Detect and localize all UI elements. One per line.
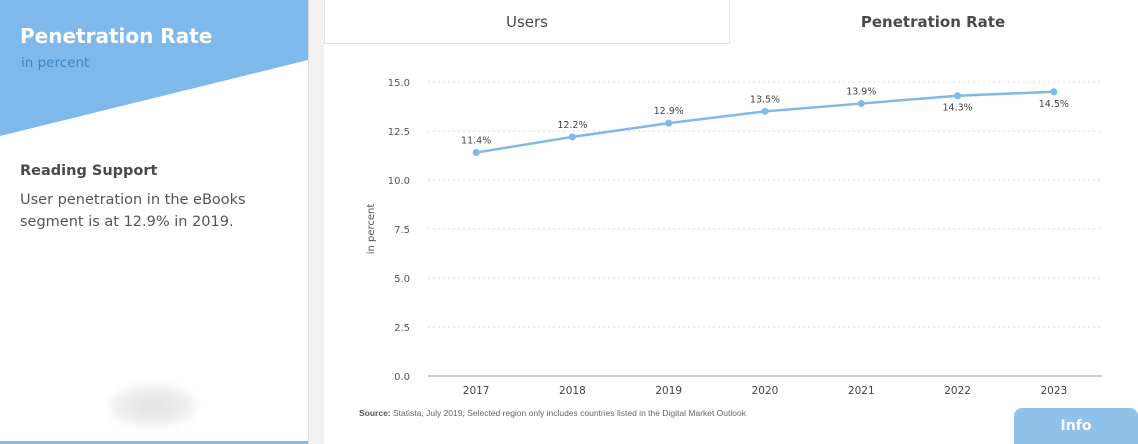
y-tick-label: 0.0	[394, 372, 410, 383]
blurred-logo	[108, 384, 198, 428]
tab-users[interactable]: Users	[324, 0, 730, 44]
info-button[interactable]: Info	[1014, 408, 1138, 444]
y-axis-label: in percent	[366, 204, 377, 255]
data-point	[568, 133, 576, 141]
x-tick-label: 2019	[655, 385, 682, 397]
data-point	[1050, 88, 1058, 96]
x-tick-label: 2017	[463, 385, 490, 397]
data-point	[761, 107, 769, 115]
sidebar-title: Penetration Rate	[20, 24, 213, 48]
data-point	[665, 119, 673, 127]
data-point	[472, 149, 480, 157]
x-tick-label: 2018	[559, 385, 586, 397]
data-label: 13.5%	[750, 94, 780, 105]
data-point	[954, 92, 962, 100]
source-text: Statista, July 2019; Selected region onl…	[390, 408, 746, 418]
line-chart: 0.0 2.5 5.0 7.5 10.0 12.5 15.0 2017 2018 2019 2020…	[366, 78, 1102, 397]
x-tick-label: 2022	[944, 385, 971, 397]
sidebar-header: Penetration Rate in percent	[0, 0, 308, 136]
info-button-label: Info	[1060, 418, 1092, 434]
tab-penetration-rate[interactable]: Penetration Rate	[730, 0, 1136, 44]
reading-support-text: User penetration in the eBooks segment i…	[20, 192, 246, 230]
y-tick-label: 5.0	[394, 274, 410, 285]
data-label: 12.9%	[654, 106, 684, 117]
x-tick-label: 2021	[848, 385, 875, 397]
data-label: 14.3%	[942, 103, 972, 114]
data-point	[857, 100, 865, 108]
data-label: 11.4%	[461, 136, 491, 147]
sidebar-panel: Penetration Rate in percent Reading Supp…	[0, 0, 309, 444]
y-tick-label: 7.5	[394, 225, 410, 236]
y-tick-label: 12.5	[388, 127, 410, 138]
header-banner-shape	[0, 0, 308, 136]
data-label: 14.5%	[1039, 99, 1069, 110]
x-tick-label: 2023	[1040, 385, 1067, 397]
source-label: Source:	[359, 408, 391, 418]
y-tick-label: 2.5	[394, 323, 410, 334]
reading-support-title: Reading Support	[20, 163, 158, 179]
y-tick-label: 10.0	[388, 176, 410, 187]
tab-penetration-rate-label: Penetration Rate	[860, 13, 1006, 31]
chart-panel: Users Penetration Rate 0.0 2.5 5.0 7.5 10.0 1…	[324, 0, 1138, 444]
data-label: 13.9%	[846, 87, 876, 98]
y-tick-label: 15.0	[388, 78, 410, 89]
source-note: Source: Statista, July 2019; Selected re…	[359, 408, 746, 418]
tab-users-label: Users	[505, 12, 548, 31]
x-tick-label: 2020	[752, 385, 779, 397]
sidebar-bottom-bar	[0, 441, 308, 444]
data-label: 12.2%	[557, 120, 587, 131]
sidebar-subtitle: in percent	[21, 55, 90, 71]
